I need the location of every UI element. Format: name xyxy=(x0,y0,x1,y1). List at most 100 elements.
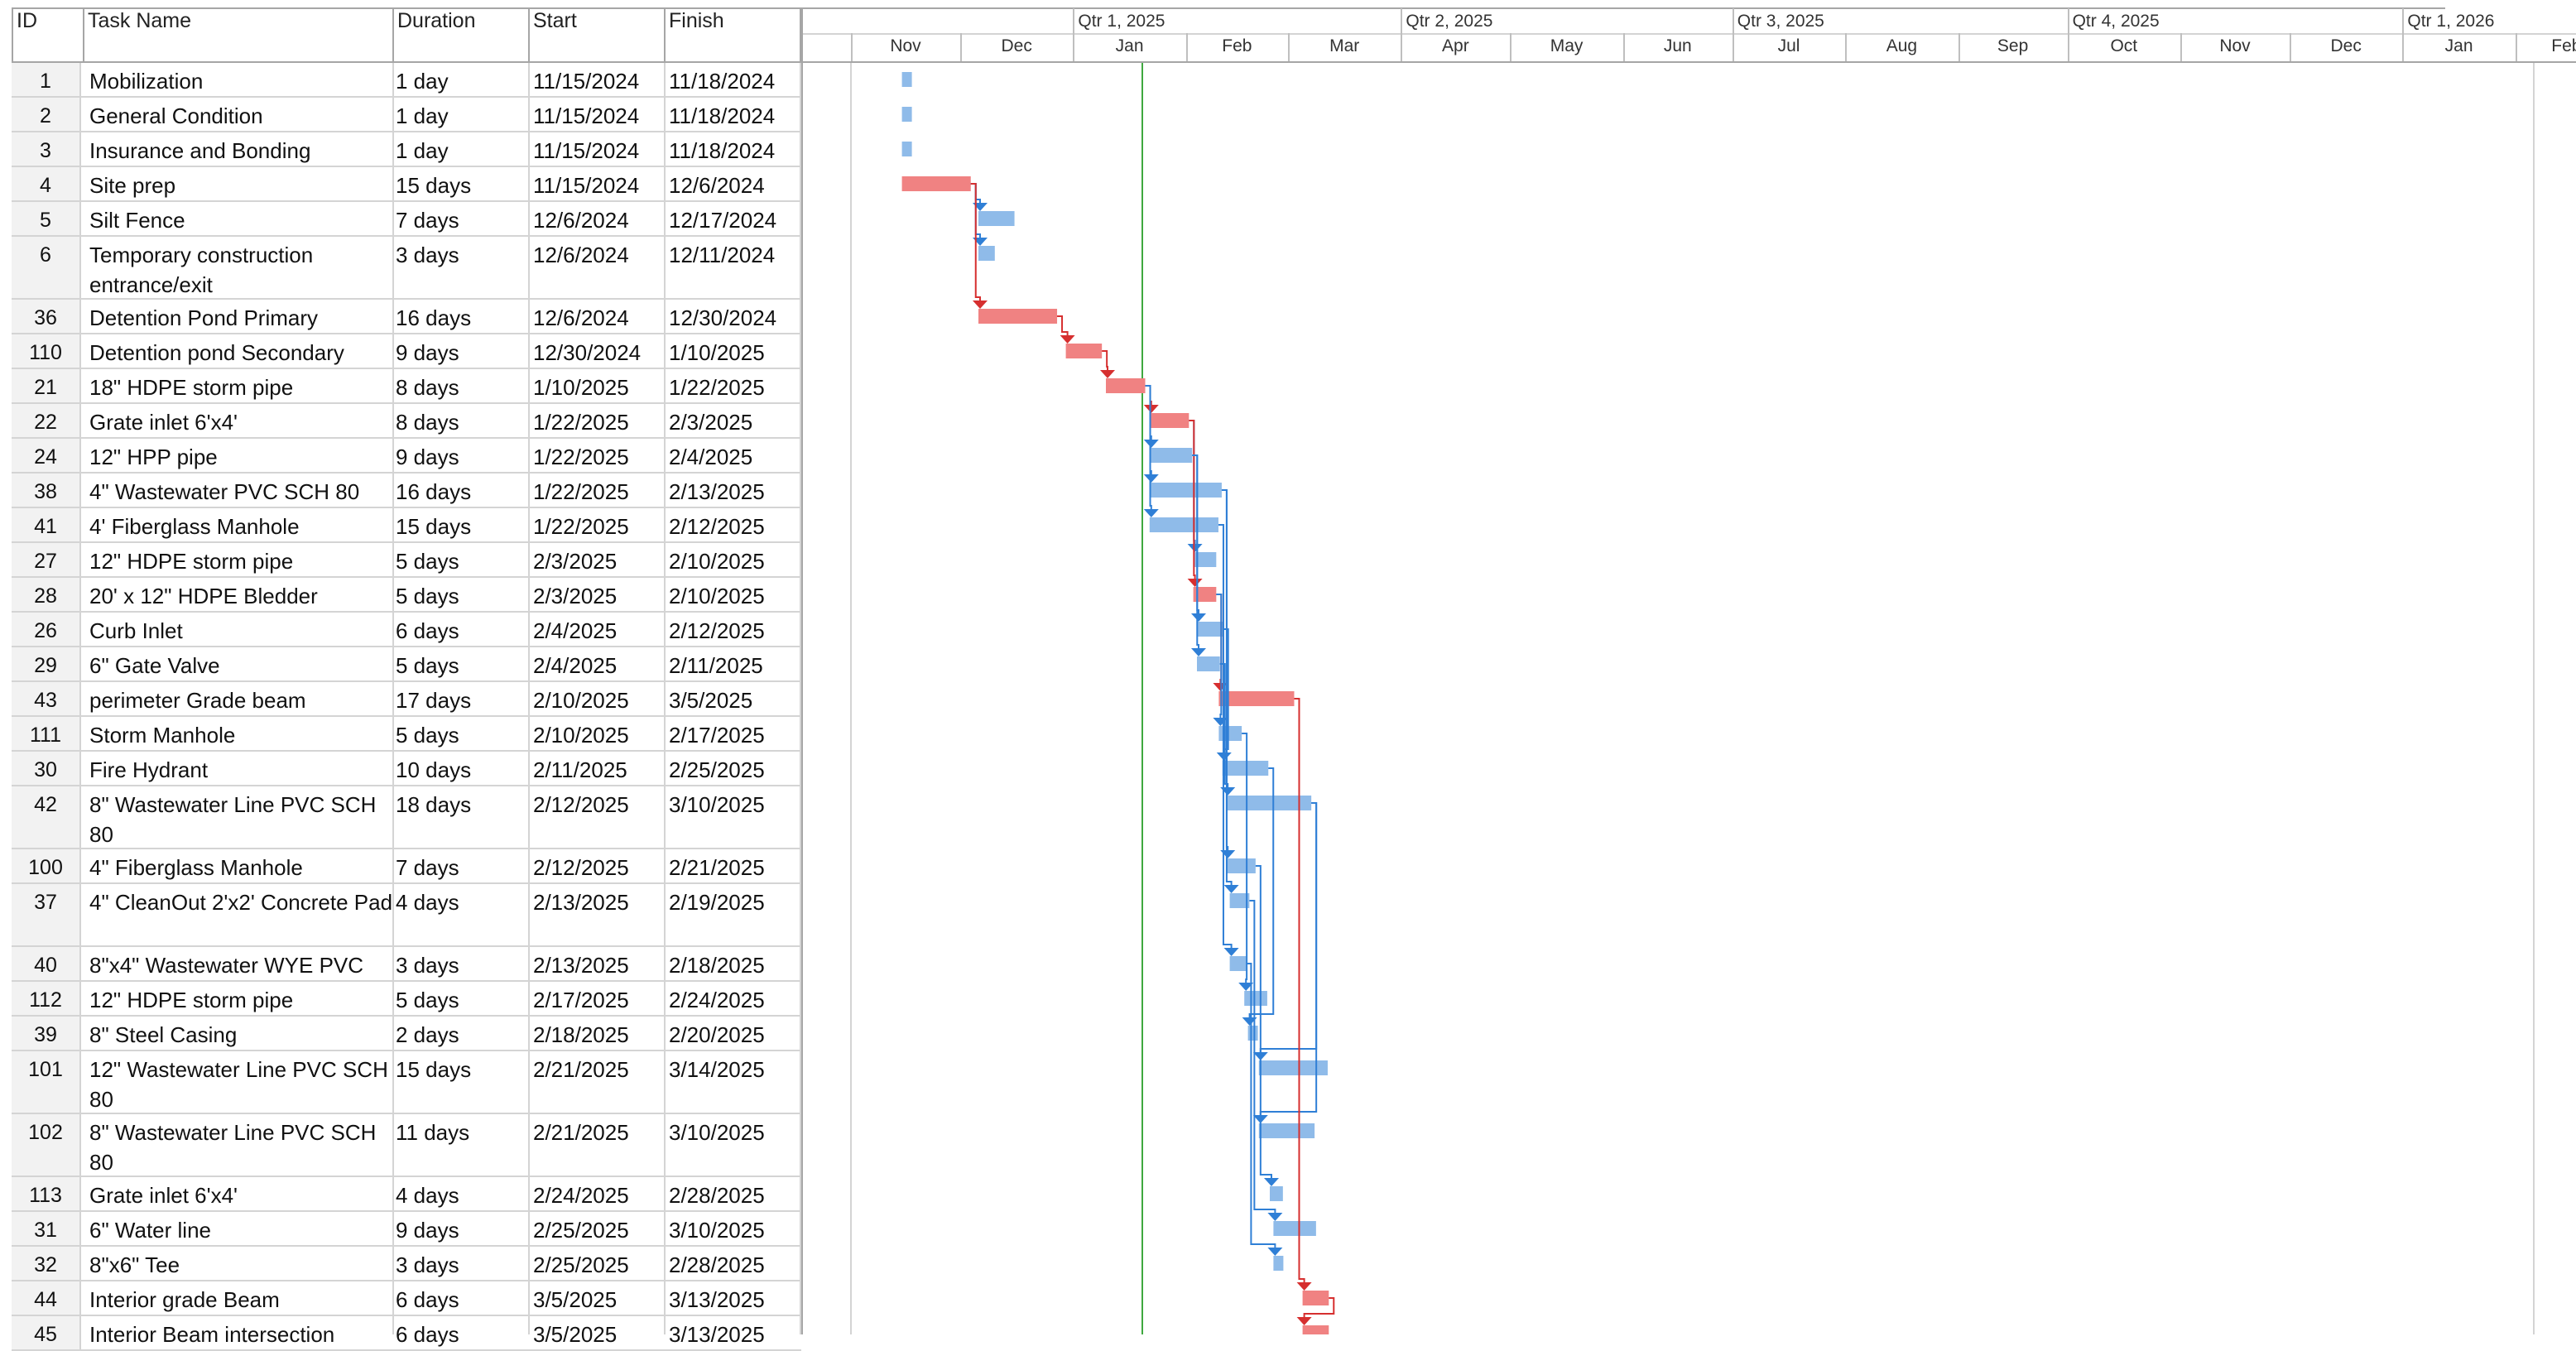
task-start[interactable]: 1/10/2025 xyxy=(533,375,629,400)
task-id[interactable]: 30 xyxy=(12,752,81,785)
task-duration[interactable]: 5 days xyxy=(396,988,459,1012)
task-duration[interactable]: 6 days xyxy=(396,618,459,643)
task-id[interactable]: 113 xyxy=(12,1177,81,1210)
task-bar[interactable] xyxy=(1244,991,1267,1006)
task-id[interactable]: 100 xyxy=(12,849,81,882)
table-row[interactable]: 44 Interior grade Beam 6 days 3/5/2025 3/13/… xyxy=(12,1281,801,1316)
task-start[interactable]: 2/18/2025 xyxy=(533,1022,629,1047)
task-start[interactable]: 3/5/2025 xyxy=(533,1322,618,1347)
table-row[interactable]: 1 Mobilization 1 day 11/15/2024 11/18/2024 xyxy=(12,63,801,98)
table-row[interactable]: 2 General Condition 1 day 11/15/2024 11/18/2… xyxy=(12,98,801,132)
task-id[interactable]: 29 xyxy=(12,647,81,680)
task-finish[interactable]: 3/13/2025 xyxy=(669,1287,765,1312)
task-start[interactable]: 12/6/2024 xyxy=(533,208,629,233)
task-bar[interactable] xyxy=(1247,1026,1258,1041)
table-row[interactable]: 100 4" Fiberglass Manhole 7 days 2/12/2025 2… xyxy=(12,849,801,884)
table-row[interactable]: 43 perimeter Grade beam 17 days 2/10/2025 3/… xyxy=(12,682,801,717)
table-row[interactable]: 112 12" HDPE storm pipe 5 days 2/17/2025 2/2… xyxy=(12,982,801,1017)
task-id[interactable]: 2 xyxy=(12,98,81,131)
task-name[interactable]: 8" Steel Casing xyxy=(89,1022,238,1047)
task-name[interactable]: 8"x6" Tee xyxy=(89,1252,180,1277)
task-bar[interactable] xyxy=(978,309,1058,324)
task-bar[interactable] xyxy=(1270,1186,1283,1201)
task-finish[interactable]: 11/18/2024 xyxy=(669,138,776,163)
task-duration[interactable]: 7 days xyxy=(396,208,459,233)
task-id[interactable]: 111 xyxy=(12,717,81,750)
table-row[interactable]: 5 Silt Fence 7 days 12/6/2024 12/17/2024 xyxy=(12,202,801,237)
task-duration[interactable]: 15 days xyxy=(396,514,472,539)
task-name[interactable]: 12" HDPE storm pipe xyxy=(89,988,294,1012)
table-row[interactable]: 37 4" CleanOut 2'x2' Concrete Pad 4 days 2/… xyxy=(12,884,801,947)
task-name[interactable]: Temporary construction entrance/exit xyxy=(89,243,314,297)
task-name[interactable]: 4" Fiberglass Manhole xyxy=(89,855,303,880)
task-bar[interactable] xyxy=(978,246,995,261)
task-start[interactable]: 2/13/2025 xyxy=(533,890,629,915)
task-name[interactable]: perimeter Grade beam xyxy=(89,688,306,713)
table-row[interactable]: 39 8" Steel Casing 2 days 2/18/2025 2/20/202… xyxy=(12,1017,801,1051)
task-bar[interactable] xyxy=(1273,1221,1316,1236)
task-duration[interactable]: 3 days xyxy=(396,243,459,267)
task-start[interactable]: 3/5/2025 xyxy=(533,1287,618,1312)
task-duration[interactable]: 11 days xyxy=(396,1120,470,1145)
task-finish[interactable]: 12/17/2024 xyxy=(669,208,777,233)
task-name[interactable]: 4" Wastewater PVC SCH 80 xyxy=(89,479,360,504)
task-name[interactable]: Mobilization xyxy=(89,69,204,94)
task-finish[interactable]: 1/22/2025 xyxy=(669,375,765,400)
task-duration[interactable]: 5 days xyxy=(396,584,459,608)
task-bar[interactable] xyxy=(1258,1123,1315,1138)
task-duration[interactable]: 8 days xyxy=(396,375,459,400)
task-finish[interactable]: 12/11/2024 xyxy=(669,243,776,267)
table-row[interactable]: 111 Storm Manhole 5 days 2/10/2025 2/17/2025 xyxy=(12,717,801,752)
task-id[interactable]: 36 xyxy=(12,300,81,333)
task-finish[interactable]: 2/24/2025 xyxy=(669,988,765,1012)
task-start[interactable]: 1/22/2025 xyxy=(533,479,629,504)
task-id[interactable]: 4 xyxy=(12,167,81,200)
table-row[interactable]: 36 Detention Pond Primary 16 days 12/6/2024… xyxy=(12,300,801,334)
task-id[interactable]: 3 xyxy=(12,132,81,166)
task-start[interactable]: 11/15/2024 xyxy=(533,69,640,94)
task-name[interactable]: Storm Manhole xyxy=(89,723,236,748)
task-start[interactable]: 11/15/2024 xyxy=(533,173,640,198)
task-finish[interactable]: 1/10/2025 xyxy=(669,340,765,365)
table-row[interactable]: 113 Grate inlet 6'x4' 4 days 2/24/2025 2/28/… xyxy=(12,1177,801,1212)
task-id[interactable]: 43 xyxy=(12,682,81,715)
task-bar[interactable] xyxy=(1218,726,1242,741)
task-name[interactable]: 8" Wastewater Line PVC SCH 80 xyxy=(89,792,377,847)
task-start[interactable]: 2/12/2025 xyxy=(533,855,629,880)
task-finish[interactable]: 3/14/2025 xyxy=(669,1057,765,1082)
table-row[interactable]: 27 12" HDPE storm pipe 5 days 2/3/2025 2/10/… xyxy=(12,543,801,578)
task-finish[interactable]: 2/18/2025 xyxy=(669,953,765,978)
task-name[interactable]: Silt Fence xyxy=(89,208,185,233)
task-start[interactable]: 2/21/2025 xyxy=(533,1057,629,1082)
task-duration[interactable]: 16 days xyxy=(396,479,472,504)
task-start[interactable]: 2/12/2025 xyxy=(533,792,629,817)
task-bar[interactable] xyxy=(1222,761,1269,776)
task-duration[interactable]: 1 day xyxy=(396,69,449,94)
task-finish[interactable]: 2/28/2025 xyxy=(669,1183,765,1208)
task-start[interactable]: 2/3/2025 xyxy=(533,549,618,574)
col-header-finish[interactable]: Finish xyxy=(664,8,801,61)
task-name[interactable]: 12" Wastewater Line PVC SCH 80 xyxy=(89,1057,388,1112)
task-bar[interactable] xyxy=(1258,1060,1328,1075)
task-start[interactable]: 2/10/2025 xyxy=(533,688,629,713)
task-name[interactable]: Curb Inlet xyxy=(89,618,183,643)
task-finish[interactable]: 2/21/2025 xyxy=(669,855,765,880)
table-row[interactable]: 29 6" Gate Valve 5 days 2/4/2025 2/11/2025 xyxy=(12,647,801,682)
task-duration[interactable]: 10 days xyxy=(396,757,472,782)
task-name[interactable]: 12" HPP pipe xyxy=(89,445,218,469)
task-duration[interactable]: 6 days xyxy=(396,1322,459,1347)
task-start[interactable]: 12/6/2024 xyxy=(533,243,629,267)
table-row[interactable]: 32 8"x6" Tee 3 days 2/25/2025 2/28/2025 xyxy=(12,1247,801,1281)
task-finish[interactable]: 2/3/2025 xyxy=(669,410,753,435)
task-start[interactable]: 2/17/2025 xyxy=(533,988,629,1012)
task-name[interactable]: Grate inlet 6'x4' xyxy=(89,1183,238,1208)
task-duration[interactable]: 16 days xyxy=(396,305,472,330)
task-name[interactable]: Detention pond Secondary xyxy=(89,340,344,365)
task-id[interactable]: 27 xyxy=(12,543,81,576)
task-start[interactable]: 2/3/2025 xyxy=(533,584,618,608)
task-duration[interactable]: 1 day xyxy=(396,138,449,163)
task-start[interactable]: 2/11/2025 xyxy=(533,757,627,782)
task-duration[interactable]: 9 days xyxy=(396,1218,459,1243)
task-id[interactable]: 5 xyxy=(12,202,81,235)
task-finish[interactable]: 2/12/2025 xyxy=(669,618,765,643)
